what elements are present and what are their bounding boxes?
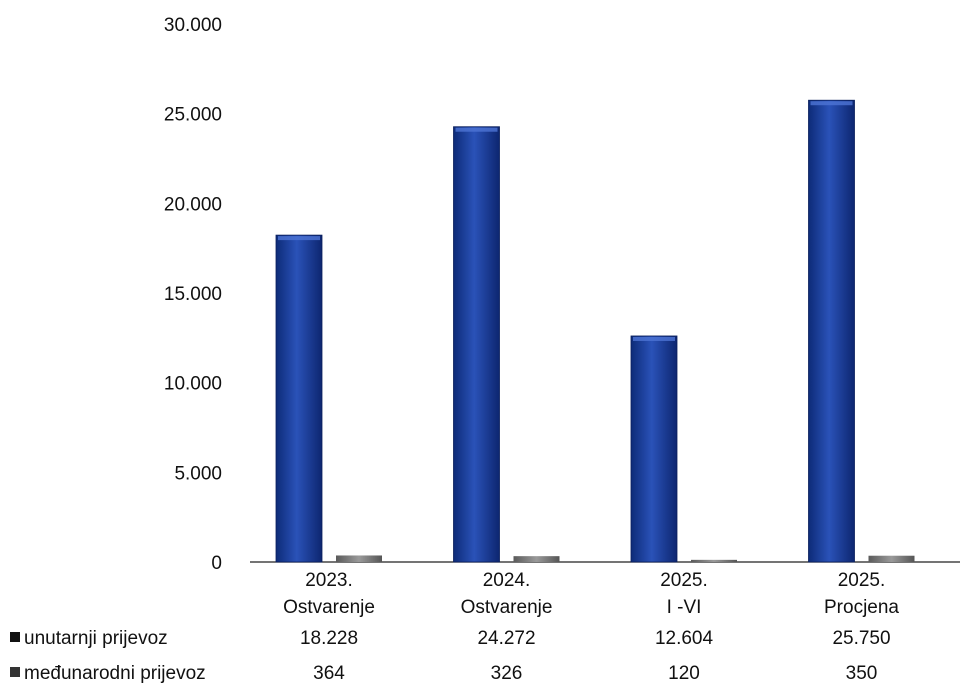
bar-top-highlight	[633, 336, 675, 341]
legend-swatch	[10, 667, 20, 677]
data-table: unutarnji prijevoz 18.228 24.272 12.604 25.7…	[10, 628, 891, 684]
x-category-label: I -VI	[667, 597, 702, 618]
bar-medunarodni-prijevoz	[336, 555, 382, 562]
y-tick-label: 0	[211, 553, 222, 574]
table-value: 120	[668, 663, 700, 684]
bars	[275, 99, 915, 563]
y-tick-label: 15.000	[164, 284, 222, 305]
table-value: 326	[491, 663, 523, 684]
bar-top-highlight	[455, 127, 498, 132]
y-tick-label: 30.000	[164, 15, 222, 36]
bar-unutarnji-prijevoz	[808, 99, 855, 563]
y-tick-label: 20.000	[164, 194, 222, 215]
bar-unutarnji-prijevoz	[453, 126, 500, 563]
x-category-label: Ostvarenje	[283, 597, 375, 618]
legend-swatch	[10, 632, 20, 642]
table-value: 364	[313, 663, 345, 684]
table-value: 350	[846, 663, 878, 684]
table-value: 18.228	[300, 628, 358, 649]
bar-medunarodni-prijevoz	[691, 559, 737, 562]
bar-medunarodni-prijevoz	[868, 555, 915, 562]
bar-unutarnji-prijevoz	[275, 234, 323, 563]
y-tick-label: 10.000	[164, 374, 222, 395]
x-category-label: 2025.	[660, 570, 708, 591]
bar-top-highlight	[810, 101, 853, 106]
table-value: 25.750	[832, 628, 890, 649]
x-category-label: Ostvarenje	[461, 597, 553, 618]
bar-medunarodni-prijevoz	[513, 556, 560, 562]
x-axis-labels: 2023. Ostvarenje 2024. Ostvarenje 2025. I -VI…	[283, 570, 899, 618]
x-category-label: 2023.	[305, 570, 353, 591]
y-tick-label: 5.000	[174, 463, 222, 484]
bar-top-highlight	[278, 236, 320, 241]
bar-unutarnji-prijevoz	[630, 335, 678, 563]
x-category-label: 2025.	[838, 570, 886, 591]
legend-label: unutarnji prijevoz	[24, 628, 168, 649]
table-value: 24.272	[477, 628, 535, 649]
legend-label: međunarodni prijevoz	[24, 663, 206, 684]
y-tick-label: 25.000	[164, 105, 222, 126]
x-category-label: 2024.	[483, 570, 531, 591]
table-value: 12.604	[655, 628, 714, 649]
x-category-label: Procjena	[824, 597, 899, 618]
